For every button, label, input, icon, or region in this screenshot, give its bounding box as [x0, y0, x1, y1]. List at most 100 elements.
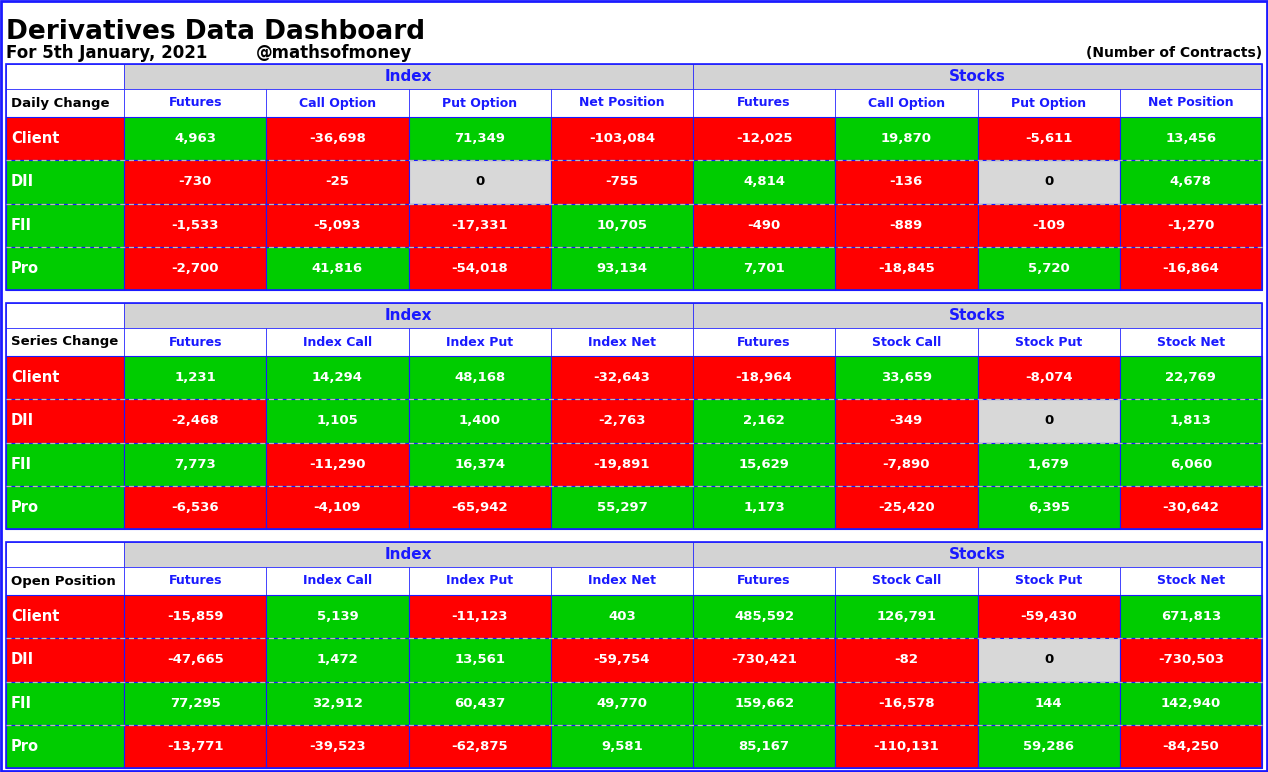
Bar — [408, 356, 550, 399]
Bar — [1120, 399, 1262, 442]
Bar — [978, 442, 1120, 486]
Text: 59,286: 59,286 — [1023, 740, 1074, 753]
Bar — [408, 117, 550, 161]
Bar — [124, 595, 266, 638]
Bar — [266, 595, 408, 638]
Text: -84,250: -84,250 — [1163, 740, 1220, 753]
Bar — [124, 247, 266, 290]
Bar — [978, 89, 1120, 117]
Bar — [6, 64, 124, 89]
Text: -11,123: -11,123 — [451, 610, 508, 623]
Text: Index: Index — [384, 547, 432, 562]
Text: DII: DII — [11, 652, 34, 667]
Bar — [550, 442, 694, 486]
Text: 1,679: 1,679 — [1028, 458, 1069, 471]
Bar — [266, 486, 408, 529]
Text: -136: -136 — [890, 175, 923, 188]
Text: -13,771: -13,771 — [167, 740, 223, 753]
Bar — [694, 89, 836, 117]
Text: -12,025: -12,025 — [735, 132, 792, 145]
Bar — [266, 356, 408, 399]
Bar — [978, 356, 1120, 399]
Text: Stock Net: Stock Net — [1156, 574, 1225, 587]
Bar — [6, 356, 124, 399]
Bar — [408, 161, 550, 204]
Text: Pro: Pro — [11, 739, 39, 754]
Text: 13,456: 13,456 — [1165, 132, 1216, 145]
Bar — [694, 725, 836, 768]
Bar — [550, 486, 694, 529]
Bar — [124, 356, 266, 399]
Bar — [550, 399, 694, 442]
Bar — [408, 725, 550, 768]
Text: 48,168: 48,168 — [454, 371, 505, 384]
Text: Derivatives Data Dashboard: Derivatives Data Dashboard — [6, 19, 425, 45]
Bar — [6, 204, 124, 247]
Bar — [694, 399, 836, 442]
Text: Daily Change: Daily Change — [11, 96, 109, 110]
Bar — [408, 328, 550, 356]
Text: 5,720: 5,720 — [1028, 262, 1069, 275]
Bar — [694, 247, 836, 290]
Bar — [266, 89, 408, 117]
Bar — [124, 542, 694, 567]
Text: 22,769: 22,769 — [1165, 371, 1216, 384]
Bar — [6, 682, 124, 725]
Text: 1,400: 1,400 — [459, 415, 501, 428]
Text: Stock Call: Stock Call — [872, 574, 941, 587]
Bar — [124, 89, 266, 117]
Bar — [1120, 725, 1262, 768]
Bar — [978, 638, 1120, 682]
Text: 4,678: 4,678 — [1170, 175, 1212, 188]
Bar — [124, 682, 266, 725]
Bar — [694, 328, 836, 356]
Bar — [124, 303, 694, 328]
Bar — [694, 567, 836, 595]
Text: -54,018: -54,018 — [451, 262, 508, 275]
Bar — [1120, 89, 1262, 117]
Text: 0: 0 — [1044, 415, 1054, 428]
Text: -25: -25 — [326, 175, 349, 188]
Text: Futures: Futures — [169, 574, 222, 587]
Bar — [694, 638, 836, 682]
Text: Index Call: Index Call — [303, 336, 372, 348]
Bar — [694, 682, 836, 725]
Bar — [124, 117, 266, 161]
Text: Put Option: Put Option — [443, 96, 517, 110]
Bar — [978, 204, 1120, 247]
Text: -730,421: -730,421 — [732, 653, 798, 666]
Text: Futures: Futures — [169, 96, 222, 110]
Bar — [978, 567, 1120, 595]
Bar — [266, 567, 408, 595]
Bar — [1120, 328, 1262, 356]
Text: Client: Client — [11, 370, 60, 385]
Bar — [124, 399, 266, 442]
Bar — [1120, 682, 1262, 725]
Text: (Number of Contracts): (Number of Contracts) — [1085, 46, 1262, 60]
Bar — [550, 567, 694, 595]
Bar — [694, 161, 836, 204]
Text: 9,581: 9,581 — [601, 740, 643, 753]
Text: Futures: Futures — [738, 574, 791, 587]
Text: @mathsofmoney: @mathsofmoney — [256, 44, 412, 62]
Bar — [978, 725, 1120, 768]
Text: -16,578: -16,578 — [877, 696, 935, 709]
Text: Pro: Pro — [11, 500, 39, 515]
Bar — [408, 399, 550, 442]
Bar — [6, 442, 124, 486]
Text: Client: Client — [11, 131, 60, 146]
Text: Index: Index — [384, 308, 432, 323]
Text: -730,503: -730,503 — [1158, 653, 1224, 666]
Text: -18,964: -18,964 — [735, 371, 792, 384]
Bar — [550, 595, 694, 638]
Bar — [1120, 247, 1262, 290]
Bar — [978, 399, 1120, 442]
Bar — [836, 328, 978, 356]
Text: -39,523: -39,523 — [309, 740, 365, 753]
Bar — [6, 117, 124, 161]
Bar — [124, 161, 266, 204]
Text: -15,859: -15,859 — [167, 610, 223, 623]
Bar — [6, 486, 124, 529]
Text: -1,270: -1,270 — [1167, 218, 1215, 232]
Bar — [266, 328, 408, 356]
